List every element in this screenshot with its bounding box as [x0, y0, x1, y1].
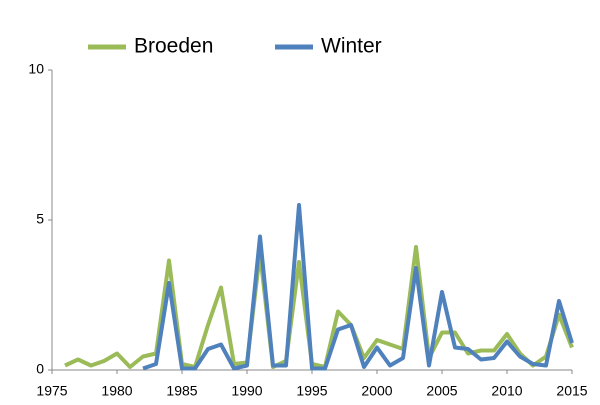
x-tick-label: 1990	[231, 383, 262, 399]
x-tick-label: 2015	[556, 383, 587, 399]
y-tick-label: 0	[36, 361, 44, 377]
legend-label: Broeden	[134, 35, 213, 58]
x-tick-label: 1985	[166, 383, 197, 399]
y-tick-label: 10	[28, 61, 44, 77]
x-tick-label: 1980	[101, 383, 132, 399]
series-line	[64, 245, 574, 369]
x-tick-label: 2005	[426, 383, 457, 399]
x-tick-label: 2010	[491, 383, 522, 399]
x-tick-label: 1995	[296, 383, 327, 399]
series-line	[142, 203, 574, 371]
y-tick-label: 5	[36, 211, 44, 227]
x-tick-label: 2000	[361, 383, 392, 399]
legend-label: Winter	[321, 35, 382, 58]
x-tick-label: 1975	[36, 383, 67, 399]
